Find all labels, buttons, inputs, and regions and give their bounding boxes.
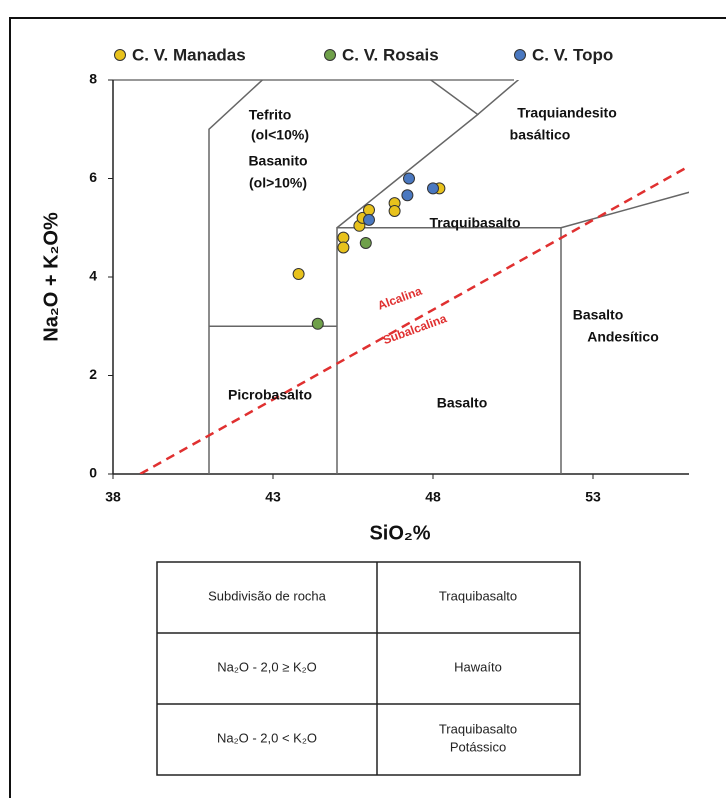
- region-label: Basalto: [573, 307, 624, 323]
- table-cell: Hawaíto: [454, 659, 502, 674]
- frame: [9, 17, 726, 803]
- legend-marker: [114, 49, 126, 61]
- region-label: Traquiandesito: [517, 105, 617, 121]
- point: [359, 237, 372, 250]
- x-tick-label: 48: [425, 489, 441, 505]
- x-tick-label: 53: [585, 489, 601, 505]
- table: Subdivisão de rocha Traquibasalto Na₂O - 2…: [156, 561, 581, 776]
- region-label: Traquibasalto: [429, 215, 520, 231]
- x-tick-label: 38: [105, 489, 121, 505]
- boundary-line: [477, 80, 520, 116]
- legend-label: C. V. Manadas: [132, 45, 246, 64]
- table-border: [156, 561, 581, 776]
- region-label: Tefrito: [249, 107, 292, 123]
- region-label: Picrobasalto: [228, 387, 312, 403]
- region-label: (ol>10%): [249, 175, 307, 191]
- region-label: Andesítico: [587, 329, 659, 345]
- table-cell: Traquibasalto: [439, 721, 517, 736]
- boundary-line: [208, 80, 264, 474]
- boundary-line: [560, 191, 689, 229]
- table-header: Subdivisão de rocha: [208, 588, 327, 603]
- legend-marker: [514, 49, 526, 61]
- point: [403, 172, 415, 185]
- divider-label: Subalcalina: [381, 311, 449, 347]
- table-cell: Na₂O - 2,0 < K₂O: [217, 730, 317, 745]
- region-label: basáltico: [510, 127, 571, 143]
- y-axis-label: Na₂O + K₂O%: [40, 212, 62, 342]
- point: [401, 189, 414, 202]
- point: [337, 241, 350, 254]
- y-tick-label: 0: [89, 465, 97, 481]
- table-cell: Potássico: [450, 739, 506, 754]
- x-tick-label: 43: [265, 489, 281, 505]
- point: [427, 182, 439, 195]
- divider-label: Alcalina: [376, 284, 424, 313]
- region-label: Basanito: [248, 153, 307, 169]
- table-header: Traquibasalto: [439, 588, 517, 603]
- table-cell: Na₂O - 2,0 ≥ K₂O: [217, 659, 317, 674]
- legend-marker: [324, 49, 336, 61]
- point: [388, 205, 401, 218]
- point: [292, 268, 305, 281]
- point: [311, 317, 324, 330]
- region-label: (ol<10%): [251, 127, 309, 143]
- point: [363, 213, 375, 226]
- y-tick-label: 6: [89, 169, 97, 185]
- region-label: Basalto: [437, 395, 488, 411]
- legend-label: C. V. Topo: [532, 45, 613, 64]
- boundary-line: [336, 227, 562, 474]
- y-tick-label: 8: [89, 71, 97, 87]
- y-tick-label: 4: [89, 268, 97, 284]
- y-tick-label: 2: [89, 366, 97, 382]
- legend-label: C. V. Rosais: [342, 45, 439, 64]
- x-axis-label: SiO₂%: [369, 522, 430, 544]
